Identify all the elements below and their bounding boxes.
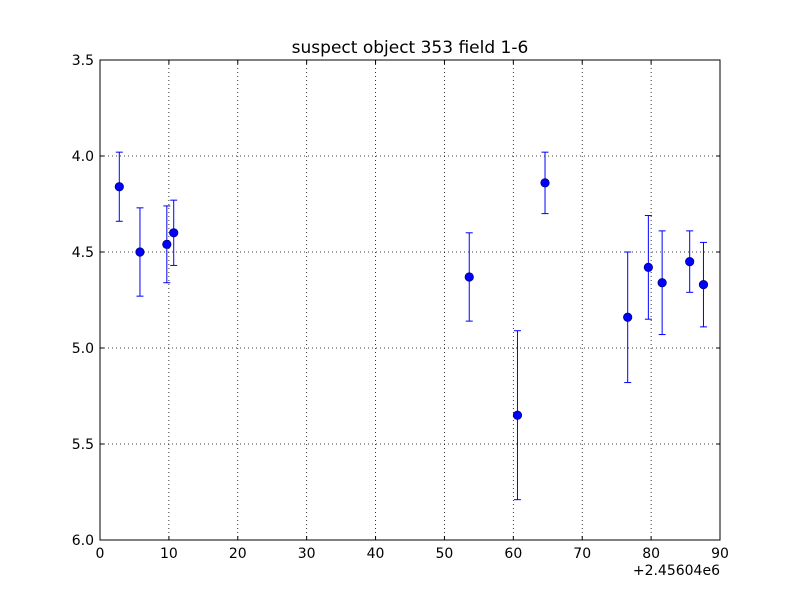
data-point: [540, 178, 550, 188]
x-tick-label: 20: [229, 546, 247, 562]
data-point-group: [162, 205, 172, 284]
y-tick-label: 4.0: [72, 149, 94, 165]
data-point: [135, 247, 145, 257]
chart-title: suspect object 353 field 1-6: [292, 38, 529, 58]
data-point-group: [540, 151, 550, 215]
data-point: [643, 262, 653, 272]
axis-ticks: [99, 59, 721, 541]
data-point-group: [135, 207, 145, 297]
data-point-group: [685, 230, 695, 293]
data-point: [162, 239, 172, 249]
data-point: [657, 278, 667, 288]
y-tick-label: 3.5: [72, 53, 94, 69]
data-point-group: [464, 232, 474, 322]
x-tick-label: 90: [711, 546, 729, 562]
x-tick-label: 40: [367, 546, 385, 562]
y-tick-label: 4.5: [72, 245, 94, 261]
data-point: [114, 182, 124, 192]
x-tick-label: 0: [96, 546, 105, 562]
x-tick-label: 60: [504, 546, 522, 562]
data-point-group: [623, 251, 633, 384]
data-point: [685, 256, 695, 267]
x-tick-label: 30: [298, 546, 316, 562]
data-point-group: [114, 151, 124, 222]
x-tick-label: 10: [160, 546, 178, 562]
data-point-group: [643, 215, 653, 320]
y-tick-label: 5.5: [72, 437, 94, 453]
data-point-group: [169, 199, 179, 266]
data-point-group: [512, 330, 523, 501]
data-point: [464, 272, 474, 282]
y-tick-labels: 3.5 4.0 4.5 5.0 5.5 6.0: [72, 53, 94, 549]
data-point: [169, 228, 179, 238]
data-point: [512, 410, 523, 420]
data-series: [114, 151, 709, 501]
x-offset-label: +2.45604e6: [633, 563, 720, 579]
x-tick-label: 80: [642, 546, 660, 562]
data-point-group: [698, 241, 709, 328]
data-point-group: [657, 230, 667, 336]
y-tick-label: 6.0: [72, 533, 94, 549]
x-tick-label: 50: [436, 546, 454, 562]
y-tick-label: 5.0: [72, 341, 94, 357]
plot-frame: [99, 59, 721, 541]
grid: [100, 60, 720, 540]
x-tick-labels: 0 10 20 30 40 50 60 70 80 90: [96, 546, 729, 562]
x-tick-label: 70: [573, 546, 591, 562]
data-point: [698, 280, 709, 290]
data-point: [623, 312, 633, 322]
